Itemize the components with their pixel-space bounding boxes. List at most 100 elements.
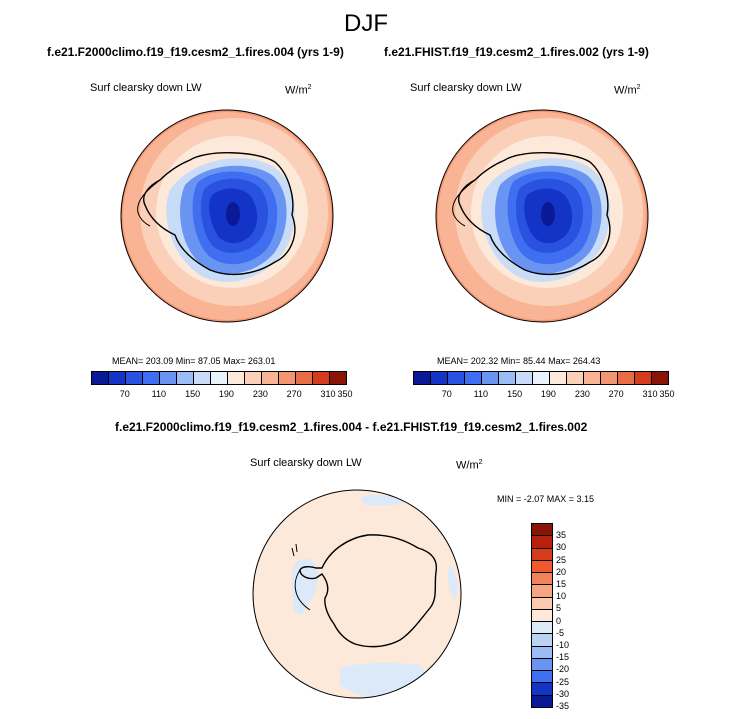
panel2-tick: 270 (608, 389, 624, 399)
colorbar-swatch (313, 372, 330, 384)
panel1-tick: 350 (337, 389, 353, 399)
diff-tick: 5 (556, 603, 562, 614)
colorbar-swatch (160, 372, 177, 384)
panel1-tick: 150 (185, 389, 201, 399)
panel2-tick: 150 (507, 389, 523, 399)
panel2-tick: 350 (659, 389, 675, 399)
colorbar-swatch (532, 683, 552, 696)
diff-tick: -35 (556, 701, 570, 711)
panel1-case-title: f.e21.F2000climo.f19_f19.cesm2_1.fires.0… (47, 45, 344, 59)
panel2-tick: 110 (473, 389, 488, 399)
colorbar-swatch (532, 573, 552, 586)
diff-tick: -25 (556, 676, 570, 687)
panel1-tick: 110 (151, 389, 166, 399)
panel2-stats: MEAN= 202.32 Min= 85.44 Max= 264.43 (437, 356, 601, 366)
colorbar-swatch (279, 372, 296, 384)
panel1-colorbar-ticks: 70 110 150 190 230 270 310 350 (91, 389, 353, 401)
colorbar-swatch (228, 372, 245, 384)
diff-stats: MIN = -2.07 MAX = 3.15 (497, 494, 595, 504)
panel1-tick: 230 (252, 389, 268, 399)
colorbar-swatch (126, 372, 143, 384)
panel2-tick: 230 (574, 389, 590, 399)
colorbar-swatch (532, 524, 552, 537)
panel1-units-label: W/m2 (285, 84, 312, 97)
diff-tick: 0 (556, 615, 562, 626)
panel1-tick: 70 (119, 389, 130, 399)
colorbar-swatch (245, 372, 262, 384)
panel2-tick: 70 (441, 389, 452, 399)
colorbar-swatch (532, 671, 552, 684)
diff-tick: 35 (556, 530, 567, 541)
colorbar-swatch (516, 372, 533, 384)
diff-units-label: W/m2 (456, 459, 483, 472)
colorbar-swatch (533, 372, 550, 384)
colorbar-swatch (532, 634, 552, 647)
diff-tick: 10 (556, 591, 567, 602)
colorbar-swatch (330, 372, 346, 384)
colorbar-swatch (143, 372, 160, 384)
panel2-colorbar (413, 371, 669, 385)
panel1-tick: 190 (218, 389, 234, 399)
panel2-units-label: W/m2 (614, 84, 641, 97)
colorbar-swatch (109, 372, 126, 384)
colorbar-swatch (652, 372, 668, 384)
diff-tick: -15 (556, 652, 570, 663)
panel2-colorbar-ticks: 70 110 150 190 230 270 310 350 (413, 389, 675, 401)
panel1-tick: 310 (320, 389, 336, 399)
panel2-field (436, 110, 648, 322)
colorbar-swatch (532, 585, 552, 598)
colorbar-swatch (532, 560, 552, 574)
colorbar-swatch (177, 372, 194, 384)
diff-tick: 20 (556, 566, 567, 577)
diff-tick: -10 (556, 640, 570, 650)
panel2-tick: 190 (540, 389, 556, 399)
diff-tick: -20 (556, 664, 570, 675)
diff-tick: -30 (556, 688, 570, 699)
diff-colorbar-ticks: 35 30 25 20 15 10 5 0 -5 -10 -15 -20 -25… (556, 523, 586, 711)
diff-tick: -5 (556, 627, 565, 638)
colorbar-swatch (532, 658, 552, 672)
colorbar-swatch (431, 372, 448, 384)
colorbar-swatch (211, 372, 228, 384)
colorbar-swatch (414, 372, 431, 384)
colorbar-swatch (262, 372, 279, 384)
diff-title: f.e21.F2000climo.f19_f19.cesm2_1.fires.0… (115, 420, 588, 434)
diff-tick: 30 (556, 542, 567, 553)
colorbar-swatch (550, 372, 567, 384)
plot-title: DJF (344, 10, 388, 37)
diff-field (253, 490, 461, 698)
panel1-field (121, 110, 333, 322)
colorbar-swatch (601, 372, 618, 384)
colorbar-swatch (92, 372, 109, 384)
colorbar-swatch (296, 372, 313, 384)
colorbar-swatch (584, 372, 601, 384)
panel1-variable-label: Surf clearsky down LW (90, 82, 202, 94)
colorbar-swatch (482, 372, 499, 384)
panel2-tick: 310 (642, 389, 658, 399)
colorbar-swatch (465, 372, 482, 384)
diff-tick: 25 (556, 554, 567, 565)
panel2-variable-label: Surf clearsky down LW (410, 82, 522, 94)
colorbar-swatch (532, 609, 552, 623)
diff-variable-label: Surf clearsky down LW (250, 457, 362, 469)
colorbar-swatch (532, 548, 552, 561)
colorbar-swatch (618, 372, 635, 384)
panel1-tick: 270 (286, 389, 302, 399)
panel2-case-title: f.e21.FHIST.f19_f19.cesm2_1.fires.002 (y… (384, 45, 649, 59)
colorbar-swatch (532, 622, 552, 635)
diff-colorbar (531, 523, 553, 708)
colorbar-swatch (635, 372, 652, 384)
panel1-stats: MEAN= 203.09 Min= 87.05 Max= 263.01 (112, 356, 276, 366)
colorbar-swatch (194, 372, 211, 384)
colorbar-swatch (532, 597, 552, 610)
colorbar-swatch (532, 646, 552, 659)
colorbar-swatch (532, 536, 552, 549)
panel1-colorbar (91, 371, 347, 385)
colorbar-swatch (532, 695, 552, 707)
colorbar-swatch (567, 372, 584, 384)
colorbar-swatch (499, 372, 516, 384)
colorbar-swatch (448, 372, 465, 384)
